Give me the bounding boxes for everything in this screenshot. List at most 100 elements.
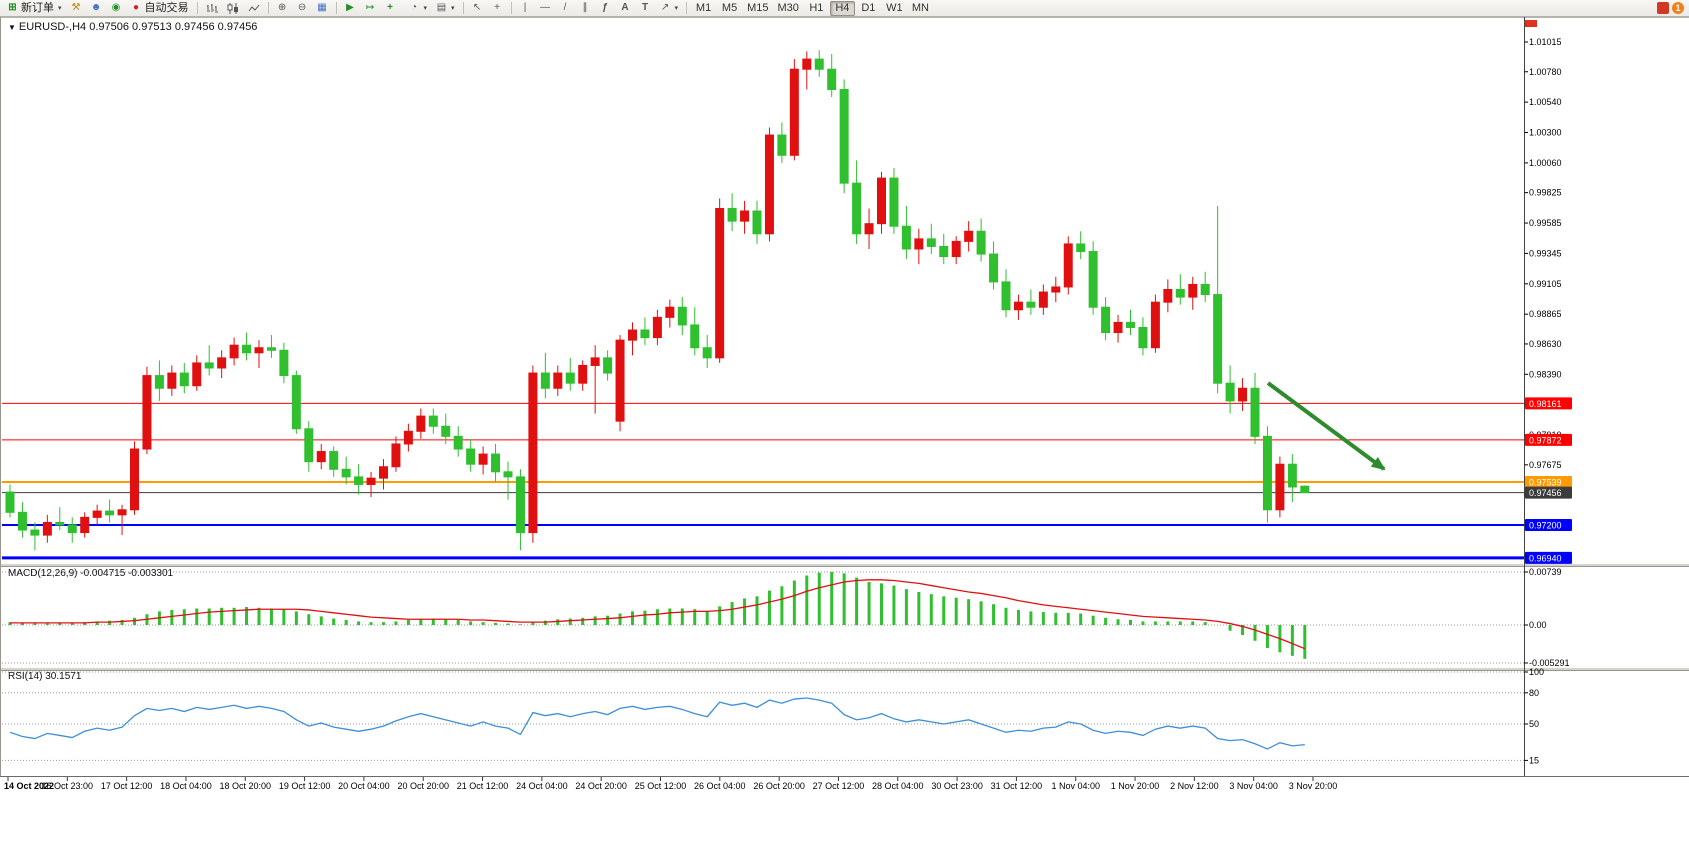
candle-body bbox=[752, 210, 762, 235]
timeframe-button-W1[interactable]: W1 bbox=[882, 1, 907, 16]
candle-body bbox=[864, 223, 874, 235]
time-label: 17 Oct 12:00 bbox=[101, 781, 153, 791]
candle-body bbox=[814, 58, 824, 70]
zoom-out-button[interactable]: ⊖ bbox=[293, 1, 312, 16]
candle-body bbox=[889, 177, 899, 227]
vertical-line-button[interactable]: | bbox=[516, 1, 535, 16]
equidistant-channel-icon: ∥ bbox=[582, 2, 588, 13]
candle-body bbox=[1101, 306, 1111, 334]
trendline-button[interactable]: / bbox=[556, 1, 575, 16]
candles-group bbox=[5, 50, 1310, 551]
zoom-out-icon: ⊖ bbox=[297, 2, 307, 13]
candle-body bbox=[1238, 387, 1248, 402]
sound-button[interactable]: ◉ bbox=[107, 1, 126, 16]
collapse-icon[interactable]: ▼ bbox=[8, 23, 16, 32]
candle-body bbox=[1088, 251, 1098, 308]
price-tick-label: 0.97675 bbox=[1529, 460, 1562, 470]
text-button[interactable]: A bbox=[616, 1, 635, 16]
candle-body bbox=[5, 491, 15, 513]
horizontal-line-icon: — bbox=[540, 2, 551, 13]
toolbar-right-icons: 1 bbox=[1657, 2, 1686, 14]
candle-body bbox=[154, 375, 164, 389]
time-label: 14 Oct 2022 bbox=[4, 781, 54, 791]
autotrading-label: 自动交易 bbox=[144, 1, 189, 14]
zoom-in-button[interactable]: ⊕ bbox=[273, 1, 292, 16]
auto-scroll-icon: ▶ bbox=[346, 2, 354, 13]
bar-chart-button[interactable] bbox=[202, 1, 222, 16]
new-order-button[interactable]: ⊞ 新订单 ▾ bbox=[3, 1, 66, 16]
price-tick-label: 1.00540 bbox=[1529, 97, 1562, 107]
alert-icon[interactable] bbox=[1657, 2, 1669, 14]
tile-windows-button[interactable]: ▦ bbox=[313, 1, 332, 16]
auto-scroll-button[interactable]: ▶ bbox=[341, 1, 360, 16]
toolbar: ⊞ 新订单 ▾ ⚒ ☻ ◉ ● 自动交易 ⊕ ⊖ ▦ ▶ ↦ + bbox=[0, 0, 1689, 17]
templates-button[interactable]: ▤ ▾ bbox=[432, 1, 459, 16]
tools-button[interactable]: ⚒ bbox=[67, 1, 86, 16]
rsi-axis-label: 50 bbox=[1529, 719, 1539, 729]
timeframe-button-M30[interactable]: M30 bbox=[773, 1, 802, 16]
candle-body bbox=[30, 529, 40, 536]
crosshair-button[interactable]: + bbox=[488, 1, 507, 16]
price-axis[interactable]: 1.01015 1.00780 1.00540 1.00300 1.00060 0.998… bbox=[1524, 20, 1573, 564]
timeframe-button-H1[interactable]: H1 bbox=[804, 1, 829, 16]
candle-body bbox=[1262, 435, 1272, 511]
macd-axis-label: 0.00 bbox=[1529, 620, 1547, 630]
candle-body bbox=[55, 521, 65, 526]
notification-badge[interactable]: 1 bbox=[1672, 2, 1684, 14]
price-tick-label: 0.98865 bbox=[1529, 309, 1562, 319]
timeframe-button-M1[interactable]: M1 bbox=[691, 1, 716, 16]
candle-chart-button[interactable] bbox=[223, 1, 243, 16]
rsi-line bbox=[9, 697, 1305, 750]
timeframe-button-MN[interactable]: MN bbox=[908, 1, 933, 16]
time-label: 24 Oct 20:00 bbox=[575, 781, 627, 791]
chart-shift-button[interactable]: ↦ bbox=[361, 1, 380, 16]
cursor-button[interactable]: ↖ bbox=[468, 1, 487, 16]
panel-borders bbox=[0, 17, 1689, 777]
indicators-button[interactable]: + bbox=[381, 1, 404, 16]
autotrading-status-icon: ● bbox=[132, 2, 140, 13]
time-label: 24 Oct 04:00 bbox=[516, 781, 568, 791]
candle-body bbox=[291, 375, 301, 430]
arrows-button[interactable]: ↗ ▾ bbox=[656, 1, 683, 16]
fibonacci-button[interactable]: ƒ bbox=[596, 1, 615, 16]
line-chart-button[interactable] bbox=[244, 1, 264, 16]
timeframe-button-D1[interactable]: D1 bbox=[856, 1, 881, 16]
macd-axis-label: -0.005291 bbox=[1529, 658, 1570, 668]
chart-title: ▼ EURUSD-,H4 0.97506 0.97513 0.97456 0.97… bbox=[8, 21, 257, 33]
candle-body bbox=[1038, 291, 1048, 308]
time-label: 28 Oct 04:00 bbox=[872, 781, 924, 791]
channel-button[interactable]: ∥ bbox=[576, 1, 595, 16]
candle-body bbox=[329, 451, 339, 470]
timeframe-button-H4[interactable]: H4 bbox=[829, 0, 855, 16]
candle-body bbox=[777, 134, 787, 156]
price-line-label-box bbox=[1525, 486, 1572, 499]
indicators-icon: + bbox=[387, 2, 393, 13]
horizontal-line-button[interactable]: — bbox=[536, 1, 555, 16]
autotrading-button[interactable]: ● 自动交易 bbox=[127, 1, 193, 16]
candle-body bbox=[603, 357, 613, 374]
candle-body bbox=[316, 451, 326, 463]
periods-button[interactable]: ◔ ▾ bbox=[405, 1, 432, 16]
candle-body bbox=[279, 349, 289, 377]
profile-button[interactable]: ☻ bbox=[87, 1, 106, 16]
price-line-label-box bbox=[1525, 397, 1572, 410]
sound-icon: ◉ bbox=[111, 2, 121, 13]
timeframe-button-M5[interactable]: M5 bbox=[717, 1, 742, 16]
rsi-axis-label: 15 bbox=[1529, 755, 1539, 765]
candle-body bbox=[789, 68, 799, 156]
candle-body bbox=[515, 476, 525, 534]
templates-icon: ▤ bbox=[436, 2, 447, 13]
text-box-button[interactable]: T bbox=[636, 1, 655, 16]
candle-body bbox=[690, 324, 700, 349]
timeframe-button-M15[interactable]: M15 bbox=[743, 1, 772, 16]
price-tick-label: 1.01015 bbox=[1529, 37, 1562, 47]
candle-body bbox=[951, 240, 961, 258]
price-tick-label: 0.99825 bbox=[1529, 188, 1562, 198]
candle-body bbox=[1076, 243, 1086, 253]
candle-body bbox=[1051, 286, 1061, 293]
price-line-label-box bbox=[1525, 433, 1572, 446]
trend-arrow[interactable] bbox=[1266, 381, 1386, 471]
candle-body bbox=[989, 253, 999, 283]
